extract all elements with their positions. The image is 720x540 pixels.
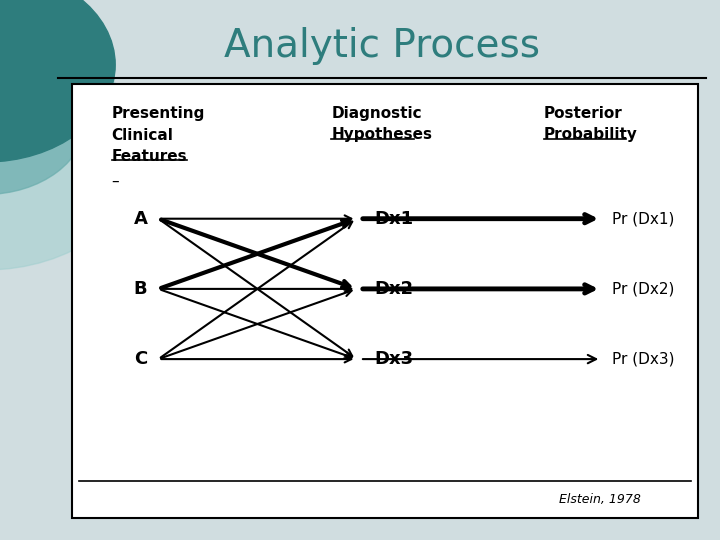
Text: Elstein, 1978: Elstein, 1978: [559, 493, 641, 506]
Text: Dx3: Dx3: [374, 350, 413, 368]
Text: Pr (Dx3): Pr (Dx3): [612, 352, 675, 367]
Text: Features: Features: [112, 149, 187, 164]
Text: Posterior: Posterior: [544, 106, 622, 121]
Text: Dx1: Dx1: [374, 210, 413, 228]
Circle shape: [0, 0, 115, 162]
Text: B: B: [134, 280, 147, 298]
Text: Pr (Dx2): Pr (Dx2): [612, 281, 675, 296]
Text: A: A: [133, 210, 148, 228]
FancyBboxPatch shape: [72, 84, 698, 518]
Text: Hypotheses: Hypotheses: [331, 127, 432, 143]
Text: Presenting: Presenting: [112, 106, 205, 121]
Text: Diagnostic: Diagnostic: [331, 106, 422, 121]
Text: Probability: Probability: [544, 127, 637, 143]
Text: C: C: [134, 350, 147, 368]
Text: Clinical: Clinical: [112, 127, 174, 143]
Circle shape: [0, 32, 144, 270]
Text: –: –: [112, 173, 120, 188]
Text: Pr (Dx1): Pr (Dx1): [612, 211, 675, 226]
Text: Analytic Process: Analytic Process: [224, 27, 539, 65]
Text: Dx2: Dx2: [374, 280, 413, 298]
Circle shape: [0, 43, 86, 194]
